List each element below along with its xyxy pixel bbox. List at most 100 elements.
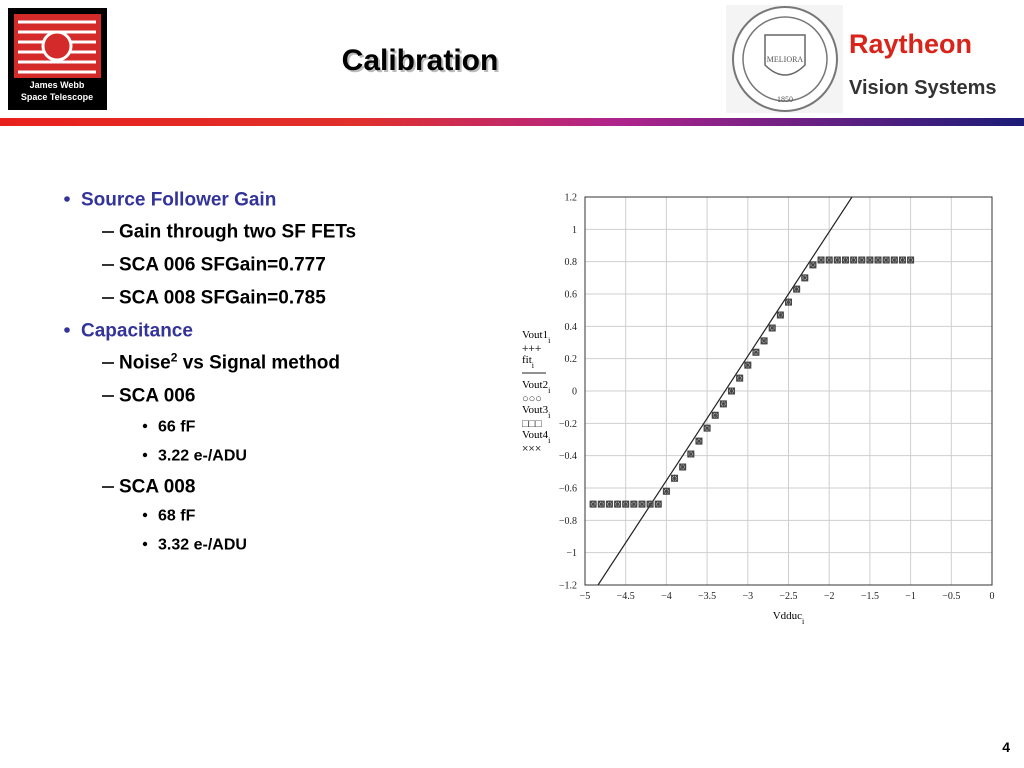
data-point — [899, 256, 906, 264]
data-point — [793, 285, 800, 293]
data-point — [703, 424, 711, 432]
data-point — [882, 256, 890, 264]
data-point — [614, 500, 622, 508]
data-point — [768, 324, 776, 332]
legend-sub: i — [548, 436, 551, 445]
legend-symbol: +++ — [522, 343, 541, 355]
data-point — [589, 500, 597, 508]
x-axis-label-main: Vdduc — [773, 610, 802, 622]
y-tick-label: 0.6 — [565, 290, 578, 301]
university-seal: MELIORA 1850 — [726, 5, 843, 113]
legend-symbol: ××× — [522, 443, 541, 455]
x-tick-label: −5 — [580, 591, 591, 602]
data-point — [622, 500, 630, 508]
superscript: 2 — [171, 351, 178, 365]
data-point — [606, 500, 613, 508]
bullet-dot — [142, 512, 148, 518]
bullet-text-main: 3.22 e-/ADU — [158, 448, 247, 465]
data-point — [646, 500, 654, 508]
y-tick-label: −0.8 — [559, 516, 577, 527]
plot-area — [589, 197, 915, 585]
bullet-text-main: SCA 006 — [119, 386, 195, 407]
bullet-text: SCA 008 SFGain=0.785 — [119, 288, 326, 309]
data-point — [687, 450, 695, 458]
division-name: Vision Systems — [849, 77, 996, 99]
data-point — [695, 437, 703, 445]
logo-text: Space Telescope — [21, 92, 93, 102]
bullet-text-main: Source Follower Gain — [81, 190, 276, 211]
data-point — [736, 374, 744, 382]
x-tick-label: −1.5 — [861, 591, 879, 602]
data-point — [785, 298, 792, 306]
y-tick-label: −1.2 — [559, 581, 577, 592]
data-point — [638, 500, 646, 508]
data-point — [630, 500, 638, 508]
x-tick-label: 0 — [990, 591, 995, 602]
data-point — [589, 500, 597, 508]
x-tick-label: −4.5 — [617, 591, 635, 602]
data-point — [801, 274, 809, 282]
legend-entry: Vout4i — [522, 429, 551, 445]
data-point — [654, 500, 662, 508]
bullet-text: Gain through two SF FETs — [119, 222, 356, 243]
legend-sub: i — [548, 336, 551, 345]
bullet-text-main: Noise — [119, 353, 171, 374]
page-number: 4 — [1002, 739, 1010, 755]
legend-name: Vout4 — [522, 429, 549, 441]
title-shadow: Calibration — [344, 46, 501, 79]
seal-year: 1850 — [777, 95, 793, 104]
plot-frame — [584, 196, 993, 586]
data-point — [638, 500, 646, 508]
bullet-text: SCA 008 — [119, 477, 195, 498]
legend-name: Vout2 — [522, 379, 548, 391]
data-point — [850, 256, 857, 264]
bullet-text-main: SCA 008 SFGain=0.785 — [119, 288, 326, 309]
legend-symbol: ○○○ — [522, 393, 542, 405]
data-point — [866, 256, 874, 264]
seal-motto: MELIORA — [767, 55, 804, 64]
data-point — [736, 374, 744, 382]
bullet-text-tail: vs Signal method — [177, 353, 340, 374]
bullet-dot — [64, 196, 70, 202]
legend-sub: i — [532, 361, 535, 370]
x-axis-label: Vdduci — [773, 610, 805, 626]
legend-name: Vout3 — [522, 404, 549, 416]
y-tick-label: 1.2 — [565, 193, 578, 204]
data-point — [695, 437, 703, 445]
data-point — [720, 400, 727, 408]
data-point — [679, 463, 687, 471]
y-tick-label: 1 — [572, 225, 577, 236]
data-point — [654, 500, 662, 508]
data-point — [744, 361, 752, 369]
legend-entry: fiti — [522, 354, 535, 370]
data-point — [597, 500, 605, 508]
bullet-text: SCA 006 SFGain=0.777 — [119, 255, 326, 276]
data-point — [728, 387, 735, 395]
legend-entry: Vout1i — [522, 329, 551, 345]
data-point — [614, 500, 621, 508]
y-tick-label: −1 — [566, 548, 577, 559]
x-axis-label-sub: i — [802, 617, 805, 626]
y-tick-label: 0.4 — [565, 322, 578, 333]
x-tick-label: −0.5 — [942, 591, 960, 602]
legend-name: fit — [522, 354, 532, 366]
bullet-dot — [64, 327, 70, 333]
x-tick-label: −1 — [905, 591, 916, 602]
data-point — [663, 487, 670, 495]
data-point — [760, 337, 768, 345]
y-tick-label: 0.2 — [565, 354, 578, 365]
slide-title: Calibration — [342, 44, 499, 77]
bullet-text-main: SCA 008 — [119, 477, 195, 498]
data-point — [622, 500, 630, 508]
data-point — [711, 411, 719, 419]
data-point — [809, 261, 817, 269]
data-point — [842, 256, 849, 264]
x-tick-label: −3 — [742, 591, 753, 602]
data-point — [752, 348, 760, 356]
data-point — [907, 256, 914, 264]
x-tick-label: −4 — [661, 591, 672, 602]
data-point — [776, 311, 784, 319]
bullet-text: Source Follower Gain — [81, 190, 276, 211]
